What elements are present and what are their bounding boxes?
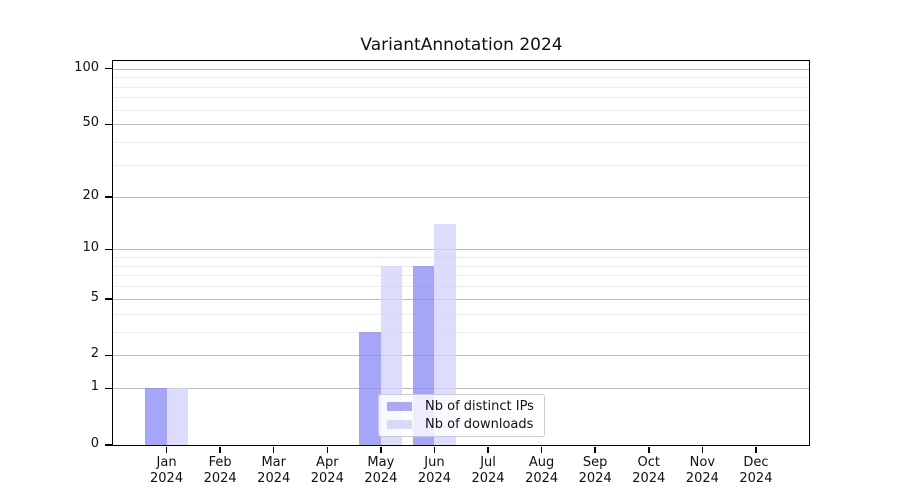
x-tick-label: Sep 2024: [563, 455, 627, 487]
x-label-month: Dec: [743, 455, 769, 470]
legend-item-downloads: Nb of downloads: [387, 416, 544, 434]
x-label-month: Jul: [480, 455, 496, 470]
y-tick-label: 10: [82, 240, 99, 256]
bar-distinct-ips-jan: [145, 388, 167, 445]
x-tick-label: Feb 2024: [188, 455, 252, 487]
x-label-year: 2024: [257, 471, 291, 486]
gridline-major: [113, 249, 810, 251]
x-label-year: 2024: [417, 471, 451, 486]
plot-area: [111, 59, 810, 446]
y-tick-label: 0: [90, 436, 99, 451]
x-tick-label: Aug 2024: [510, 455, 574, 487]
y-tick-label: 5: [90, 289, 99, 305]
gridline-minor: [113, 257, 810, 259]
x-label-year: 2024: [150, 471, 184, 486]
x-tick-label: Jul 2024: [456, 455, 520, 487]
x-label-year: 2024: [632, 471, 666, 486]
gridline-major: [113, 355, 810, 357]
y-tick-mark: [104, 248, 112, 251]
bar-downloads-jun: [434, 224, 456, 445]
gridline-major: [113, 298, 810, 300]
gridline-major: [113, 68, 810, 70]
y-tick-label: 100: [74, 59, 99, 75]
x-label-month: Sep: [582, 455, 608, 470]
x-label-year: 2024: [203, 471, 237, 486]
y-tick-mark: [104, 123, 112, 126]
x-label-month: Feb: [208, 455, 232, 470]
x-label-year: 2024: [739, 471, 773, 486]
x-tick-mark: [272, 446, 275, 453]
legend-label-downloads: Nb of downloads: [425, 417, 534, 432]
x-tick-label: Nov 2024: [670, 455, 734, 487]
x-tick-mark: [433, 446, 436, 453]
x-tick-mark: [487, 446, 489, 453]
x-label-month: Aug: [528, 455, 555, 470]
x-tick-label: Oct 2024: [617, 455, 681, 487]
x-label-year: 2024: [685, 471, 719, 486]
y-tick-mark: [104, 387, 112, 390]
y-tick-label: 2: [90, 346, 99, 362]
x-tick-mark: [380, 446, 382, 453]
gridline-minor: [113, 165, 810, 166]
x-label-month: Mar: [261, 455, 286, 470]
gridline-major: [113, 388, 810, 390]
legend: Nb of distinct IPs Nb of downloads: [378, 394, 545, 437]
x-tick-mark: [755, 446, 757, 453]
legend-swatch-distinct-ips: [387, 402, 412, 411]
x-tick-label: Mar 2024: [242, 455, 306, 487]
legend-item-distinct-ips: Nb of distinct IPs: [387, 398, 544, 416]
gridline-minor: [113, 86, 810, 88]
y-tick-label: 1: [90, 379, 99, 395]
y-tick-mark: [104, 196, 112, 198]
x-tick-mark: [540, 446, 543, 453]
x-tick-label: Jun 2024: [402, 455, 466, 487]
x-label-year: 2024: [578, 471, 612, 486]
gridline-minor: [113, 313, 810, 315]
chart-title: VariantAnnotation 2024: [360, 35, 563, 55]
legend-swatch-downloads: [387, 420, 412, 429]
x-label-month: Jan: [156, 455, 177, 470]
gridline-minor: [113, 97, 810, 99]
y-tick-label: 50: [82, 115, 99, 131]
gridline-major: [113, 196, 810, 198]
x-tick-mark: [701, 446, 704, 453]
gridline-minor: [113, 265, 810, 267]
x-label-month: Nov: [689, 455, 716, 470]
x-label-year: 2024: [471, 471, 505, 486]
y-tick-mark: [104, 444, 112, 446]
x-tick-mark: [648, 446, 650, 453]
gridline-minor: [113, 275, 810, 277]
x-label-year: 2024: [364, 471, 398, 486]
y-tick-label: 20: [82, 187, 99, 203]
x-label-month: Oct: [637, 455, 660, 470]
y-tick-mark: [104, 354, 112, 357]
gridline-major: [113, 124, 810, 126]
x-tick-label: May 2024: [349, 455, 413, 487]
x-tick-label: Jan 2024: [135, 455, 199, 487]
x-label-year: 2024: [525, 471, 559, 486]
x-tick-mark: [326, 446, 329, 453]
y-tick-mark: [104, 67, 112, 70]
x-tick-mark: [165, 446, 168, 453]
x-tick-mark: [594, 446, 596, 453]
gridline-minor: [113, 142, 810, 144]
y-tick-mark: [104, 298, 112, 300]
x-label-year: 2024: [310, 471, 344, 486]
gridline-minor: [113, 331, 810, 333]
gridline-minor: [113, 109, 810, 111]
x-label-month: Jun: [424, 455, 445, 470]
bar-downloads-jan: [166, 388, 188, 445]
gridline-minor: [113, 286, 810, 288]
legend-label-distinct-ips: Nb of distinct IPs: [425, 399, 534, 414]
x-label-month: Apr: [316, 455, 339, 470]
x-tick-mark: [219, 446, 221, 453]
x-tick-label: Dec 2024: [724, 455, 788, 487]
gridline-minor: [113, 77, 810, 79]
x-label-month: May: [367, 455, 395, 470]
bar-distinct-ips-may: [359, 331, 381, 445]
x-tick-label: Apr 2024: [295, 455, 359, 487]
